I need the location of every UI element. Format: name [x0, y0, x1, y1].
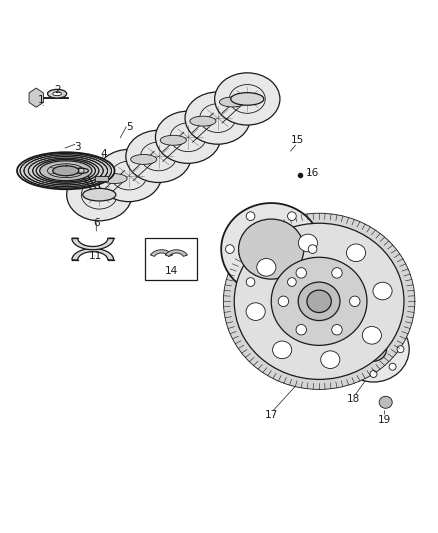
Ellipse shape [67, 168, 132, 221]
Ellipse shape [338, 317, 409, 382]
Ellipse shape [47, 90, 67, 98]
Ellipse shape [360, 337, 387, 361]
Ellipse shape [155, 111, 221, 163]
Ellipse shape [96, 149, 162, 201]
Ellipse shape [20, 154, 112, 188]
Text: 17: 17 [265, 410, 278, 421]
Circle shape [288, 278, 296, 286]
Ellipse shape [185, 92, 251, 144]
Ellipse shape [36, 159, 95, 182]
Ellipse shape [160, 135, 186, 146]
Circle shape [370, 321, 377, 328]
Ellipse shape [223, 213, 415, 390]
Ellipse shape [239, 219, 304, 279]
Circle shape [389, 328, 396, 335]
Ellipse shape [298, 234, 318, 252]
Polygon shape [29, 88, 43, 107]
Text: 15: 15 [291, 135, 304, 146]
Circle shape [296, 325, 307, 335]
Circle shape [246, 278, 255, 286]
Ellipse shape [33, 158, 99, 183]
Text: 16: 16 [306, 168, 319, 178]
Ellipse shape [298, 282, 340, 320]
Circle shape [296, 268, 307, 278]
Text: 2: 2 [54, 85, 60, 95]
Circle shape [332, 268, 342, 278]
Ellipse shape [246, 303, 265, 320]
Ellipse shape [231, 93, 264, 105]
Ellipse shape [53, 166, 79, 176]
FancyBboxPatch shape [95, 176, 108, 181]
Ellipse shape [257, 259, 276, 276]
Text: 3: 3 [74, 142, 81, 152]
Bar [145, 238, 197, 279]
Ellipse shape [234, 223, 404, 379]
Ellipse shape [75, 168, 88, 173]
Text: 1: 1 [38, 95, 45, 105]
Ellipse shape [17, 152, 115, 189]
Circle shape [389, 364, 396, 370]
Text: 11: 11 [88, 251, 102, 261]
Circle shape [278, 296, 289, 306]
Ellipse shape [190, 116, 216, 126]
Ellipse shape [272, 341, 292, 359]
Ellipse shape [219, 97, 246, 107]
Ellipse shape [83, 188, 116, 201]
Ellipse shape [373, 282, 392, 300]
Text: 4: 4 [100, 149, 107, 159]
Ellipse shape [321, 351, 340, 368]
Text: 14: 14 [165, 266, 178, 276]
Text: 18: 18 [347, 394, 360, 404]
Circle shape [226, 245, 234, 254]
Circle shape [332, 325, 342, 335]
Ellipse shape [362, 327, 381, 344]
Circle shape [350, 296, 360, 306]
Ellipse shape [101, 174, 127, 183]
Circle shape [246, 212, 255, 221]
Ellipse shape [307, 290, 331, 312]
Circle shape [351, 328, 358, 335]
Ellipse shape [131, 155, 157, 164]
Ellipse shape [271, 257, 367, 345]
Polygon shape [72, 238, 114, 249]
Ellipse shape [346, 244, 366, 262]
Text: 19: 19 [378, 415, 391, 425]
Text: 6: 6 [93, 218, 99, 228]
Polygon shape [165, 250, 187, 256]
Ellipse shape [53, 92, 61, 96]
Polygon shape [72, 248, 114, 260]
Ellipse shape [379, 396, 392, 408]
Text: 5: 5 [127, 122, 133, 132]
Polygon shape [151, 250, 173, 256]
Ellipse shape [40, 161, 92, 181]
Ellipse shape [221, 203, 321, 295]
Ellipse shape [24, 155, 108, 187]
Circle shape [351, 364, 358, 370]
Circle shape [308, 245, 317, 254]
Circle shape [288, 212, 296, 221]
Ellipse shape [126, 130, 191, 182]
Ellipse shape [28, 157, 103, 185]
Circle shape [343, 346, 350, 353]
Ellipse shape [215, 73, 280, 125]
Circle shape [370, 370, 377, 377]
Circle shape [397, 346, 404, 353]
